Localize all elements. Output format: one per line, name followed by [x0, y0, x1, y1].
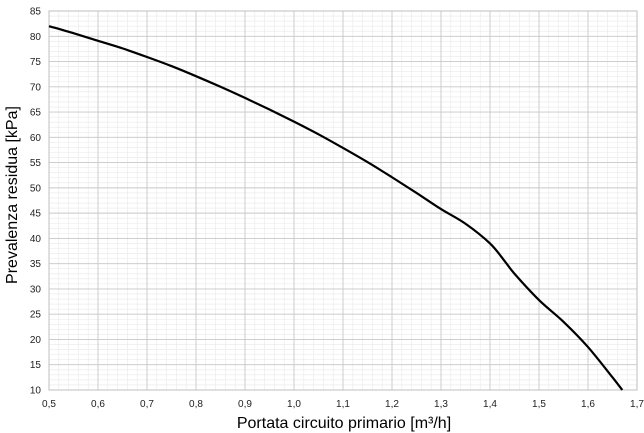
- series-line: [48, 25, 624, 391]
- y-tick-label: 60: [30, 133, 42, 144]
- y-axis-tick-labels: 10 15 20 25 30 35 40 45 50 55 60 65 70 75 80 85: [30, 7, 42, 397]
- y-tick-label: 10: [30, 386, 42, 397]
- x-tick-label: 1,1: [336, 399, 350, 410]
- x-axis-tick-labels: 0,5 0,6 0,7 0,8 0,9 1,0 1,1 1,2 1,3 1,4 1,5 1,6 1,7: [42, 399, 644, 410]
- y-tick-label: 80: [30, 32, 42, 43]
- series-group: [48, 25, 624, 391]
- y-tick-label: 50: [30, 183, 42, 194]
- x-tick-label: 1,4: [483, 399, 497, 410]
- x-tick-label: 0,8: [189, 399, 203, 410]
- x-tick-label: 0,7: [140, 399, 154, 410]
- y-tick-label: 55: [30, 158, 42, 169]
- y-tick-label: 20: [30, 335, 42, 346]
- x-tick-label: 1,2: [385, 399, 399, 410]
- x-tick-label: 1,6: [581, 399, 595, 410]
- y-tick-label: 15: [30, 360, 42, 371]
- y-tick-label: 35: [30, 259, 42, 270]
- x-tick-label: 1,5: [532, 399, 546, 410]
- plot-area-border: [48, 10, 638, 391]
- x-tick-label: 0,5: [42, 399, 56, 410]
- y-tick-label: 25: [30, 310, 42, 321]
- y-tick-label: 40: [30, 234, 42, 245]
- y-tick-label: 85: [30, 7, 42, 18]
- y-tick-label: 45: [30, 209, 42, 220]
- x-tick-label: 0,9: [238, 399, 252, 410]
- x-tick-label: 1,0: [287, 399, 301, 410]
- y-axis-title: Prevalenza residua [kPa]: [4, 106, 21, 284]
- y-tick-label: 75: [30, 57, 42, 68]
- x-axis-title: Portata circuito primario [m³/h]: [237, 415, 451, 432]
- y-tick-label: 65: [30, 108, 42, 119]
- x-tick-label: 1,3: [434, 399, 448, 410]
- x-tick-label: 1,7: [630, 399, 644, 410]
- y-tick-label: 70: [30, 82, 42, 93]
- x-tick-label: 0,6: [91, 399, 105, 410]
- y-tick-label: 30: [30, 284, 42, 295]
